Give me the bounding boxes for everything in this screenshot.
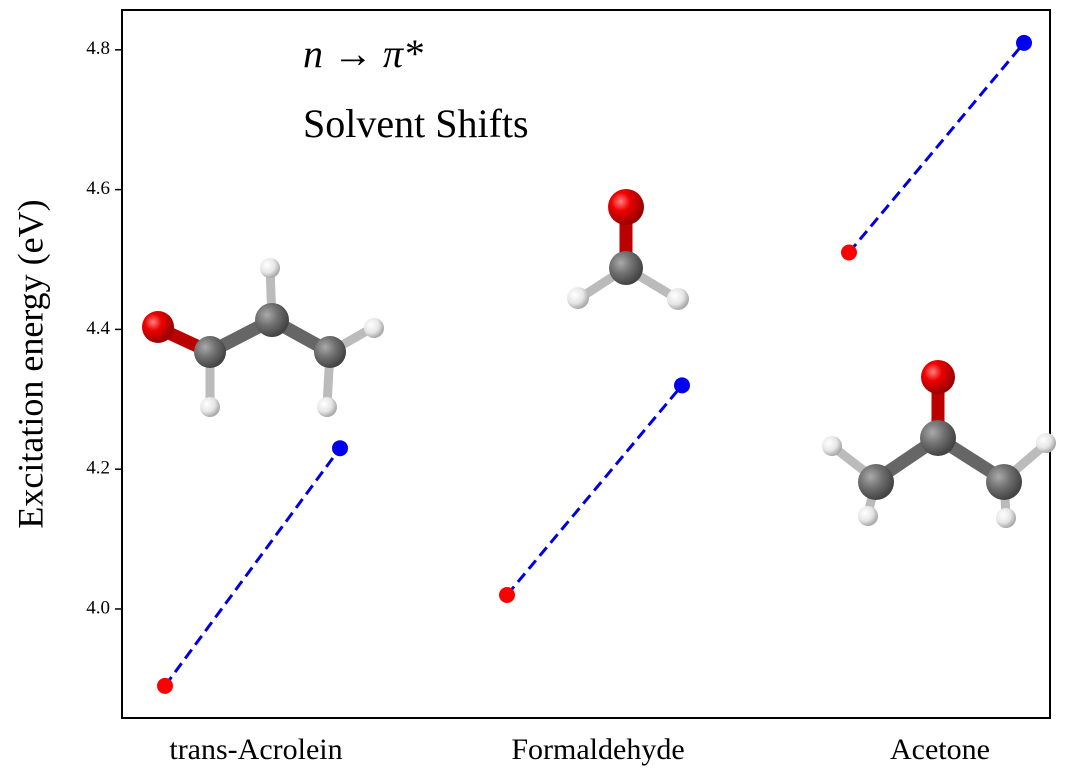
x-tick-label: Acetone xyxy=(890,733,990,766)
chart: n → π* Solvent Shifts Excitation energy … xyxy=(0,0,1065,772)
point xyxy=(841,245,857,261)
connector xyxy=(165,448,340,686)
y-tick-label: 4.8 xyxy=(86,38,110,59)
connector xyxy=(849,43,1024,253)
point xyxy=(332,440,348,456)
point xyxy=(499,587,515,603)
y-axis-label: Excitation energy (eV) xyxy=(10,199,50,528)
acrolein-molecule xyxy=(142,258,384,417)
point xyxy=(157,678,173,694)
y-tick-label: 4.4 xyxy=(86,318,110,339)
point xyxy=(1016,35,1032,51)
plot-frame xyxy=(122,10,1050,718)
chart-subtitle: Solvent Shifts xyxy=(303,101,529,146)
acetone-molecule xyxy=(822,360,1056,528)
x-tick-label: Formaldehyde xyxy=(511,733,684,766)
y-tick-label: 4.6 xyxy=(86,178,110,199)
y-tick-label: 4.0 xyxy=(86,597,110,618)
chart-title: n → π* xyxy=(303,31,423,76)
connector xyxy=(507,385,682,595)
x-tick-label: trans-Acrolein xyxy=(169,733,342,766)
y-tick-label: 4.2 xyxy=(86,458,110,479)
point xyxy=(674,377,690,393)
formaldehyde-molecule xyxy=(567,189,689,310)
